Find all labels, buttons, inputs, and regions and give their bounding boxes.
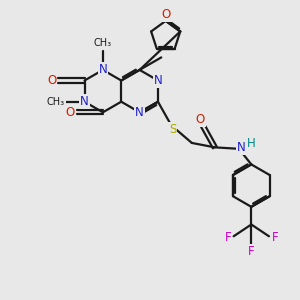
Text: N: N — [98, 63, 107, 76]
Text: H: H — [247, 137, 256, 150]
Text: CH₃: CH₃ — [94, 38, 112, 47]
Text: F: F — [248, 245, 255, 258]
Text: O: O — [162, 8, 171, 22]
Text: N: N — [237, 141, 246, 154]
Text: O: O — [65, 106, 75, 119]
Text: N: N — [135, 106, 144, 119]
Text: F: F — [272, 231, 278, 244]
Text: O: O — [195, 113, 205, 126]
Text: S: S — [169, 123, 176, 136]
Text: N: N — [154, 74, 162, 87]
Text: F: F — [224, 231, 231, 244]
Text: N: N — [80, 95, 89, 108]
Text: O: O — [47, 74, 56, 87]
Text: CH₃: CH₃ — [47, 97, 65, 107]
